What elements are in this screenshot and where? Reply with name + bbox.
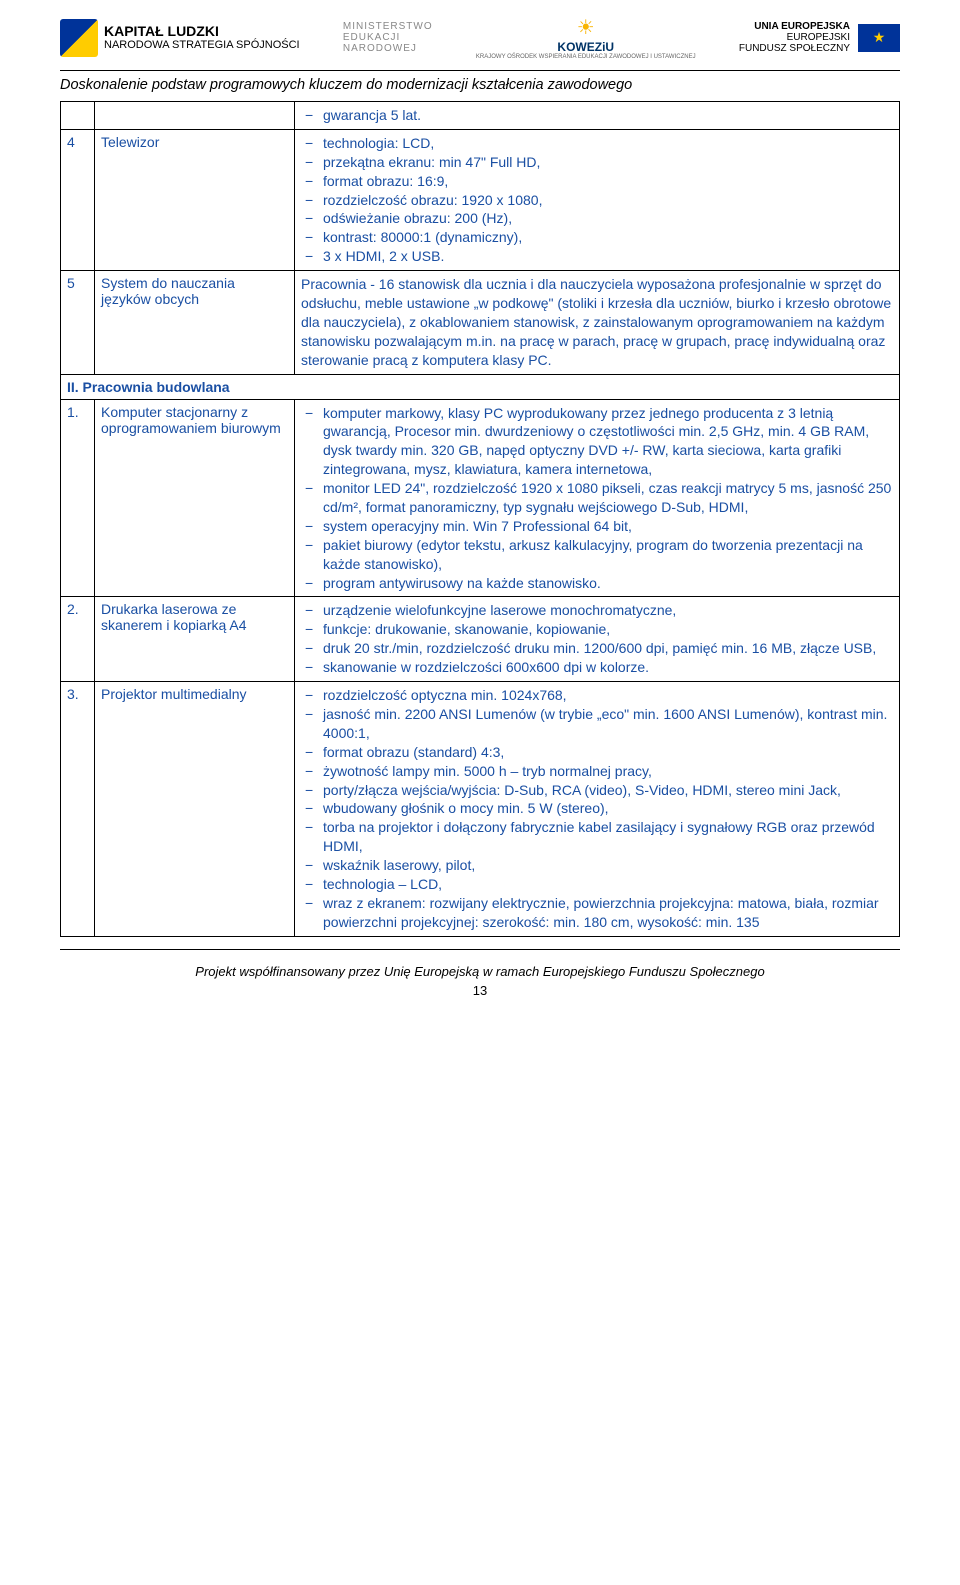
kl-flag-icon — [60, 19, 98, 57]
spec-item: kontrast: 80000:1 (dynamiczny), — [301, 228, 893, 247]
spec-item: jasność min. 2200 ANSI Lumenów (w trybie… — [301, 705, 893, 743]
spec-list: urządzenie wielofunkcyjne laserowe monoc… — [301, 601, 893, 677]
ue-l2: EUROPEJSKI — [787, 32, 850, 43]
table-row: 5 System do nauczania języków obcych Pra… — [61, 271, 900, 374]
cell-name: Projektor multimedialny — [95, 682, 295, 937]
logo-koweziu: ☀ KOWEZiU KRAJOWY OŚRODEK WSPIERANIA EDU… — [476, 15, 696, 60]
logo-ue: UNIA EUROPEJSKA EUROPEJSKI FUNDUSZ SPOŁE… — [739, 21, 900, 54]
spec-item: urządzenie wielofunkcyjne laserowe monoc… — [301, 601, 893, 620]
spec-item: porty/złącza wejścia/wyjścia: D-Sub, RCA… — [301, 781, 893, 800]
table-row: 3. Projektor multimedialny rozdzielczość… — [61, 682, 900, 937]
cell-name: Komputer stacjonarny z oprogramowaniem b… — [95, 399, 295, 597]
spec-item: wskaźnik laserowy, pilot, — [301, 856, 893, 875]
cell-desc: rozdzielczość optyczna min. 1024x768, ja… — [295, 682, 900, 937]
spec-item: technologia – LCD, — [301, 875, 893, 894]
spec-item: torba na projektor i dołączony fabryczni… — [301, 818, 893, 856]
cell-desc: urządzenie wielofunkcyjne laserowe monoc… — [295, 597, 900, 682]
cell-num: 5 — [61, 271, 95, 374]
logo-kapital-ludzki: KAPITAŁ LUDZKI NARODOWA STRATEGIA SPÓJNO… — [60, 19, 300, 57]
men-l1: MINISTERSTWO — [343, 21, 433, 32]
cell-desc: gwarancja 5 lat. — [295, 102, 900, 130]
section-row: II. Pracownia budowlana — [61, 374, 900, 399]
cell-desc: Pracownia - 16 stanowisk dla ucznia i dl… — [295, 271, 900, 374]
table-row: 4 Telewizor technologia: LCD, przekątna … — [61, 129, 900, 270]
cell-desc: komputer markowy, klasy PC wyprodukowany… — [295, 399, 900, 597]
cell-name: Telewizor — [95, 129, 295, 270]
spec-item: wbudowany głośnik o mocy min. 5 W (stere… — [301, 799, 893, 818]
spec-item: technologia: LCD, — [301, 134, 893, 153]
spec-table: gwarancja 5 lat. 4 Telewizor technologia… — [60, 101, 900, 937]
footer-text: Projekt współfinansowany przez Unię Euro… — [60, 950, 900, 983]
cell-name: System do nauczania języków obcych — [95, 271, 295, 374]
ue-l1: UNIA EUROPEJSKA — [754, 21, 850, 32]
ue-text: UNIA EUROPEJSKA EUROPEJSKI FUNDUSZ SPOŁE… — [739, 21, 850, 54]
spec-item: system operacyjny min. Win 7 Professiona… — [301, 517, 893, 536]
cell-desc: technologia: LCD, przekątna ekranu: min … — [295, 129, 900, 270]
cell-num: 2. — [61, 597, 95, 682]
kow-brand: KOWEZiU — [557, 40, 614, 54]
spec-item: gwarancja 5 lat. — [301, 106, 893, 125]
spec-item: żywotność lampy min. 5000 h – tryb norma… — [301, 762, 893, 781]
spec-item: odświeżanie obrazu: 200 (Hz), — [301, 209, 893, 228]
spec-item: komputer markowy, klasy PC wyprodukowany… — [301, 404, 893, 480]
logo-men: MINISTERSTWO EDUKACJI NARODOWEJ — [343, 21, 433, 54]
kl-brand: KAPITAŁ LUDZKI — [104, 23, 219, 39]
section-title: II. Pracownia budowlana — [61, 374, 900, 399]
sun-icon: ☀ — [577, 15, 595, 40]
spec-item: funkcje: drukowanie, skanowanie, kopiowa… — [301, 620, 893, 639]
men-l2: EDUKACJI — [343, 32, 400, 43]
spec-list: komputer markowy, klasy PC wyprodukowany… — [301, 404, 893, 593]
table-row: gwarancja 5 lat. — [61, 102, 900, 130]
spec-item: rozdzielczość obrazu: 1920 x 1080, — [301, 191, 893, 210]
ue-l3: FUNDUSZ SPOŁECZNY — [739, 43, 850, 54]
header-logos: KAPITAŁ LUDZKI NARODOWA STRATEGIA SPÓJNO… — [60, 0, 900, 68]
spec-item: program antywirusowy na każde stanowisko… — [301, 574, 893, 593]
spec-item: format obrazu (standard) 4:3, — [301, 743, 893, 762]
spec-item: wraz z ekranem: rozwijany elektrycznie, … — [301, 894, 893, 932]
table-row: 2. Drukarka laserowa ze skanerem i kopia… — [61, 597, 900, 682]
cell-num: 3. — [61, 682, 95, 937]
cell-num: 1. — [61, 399, 95, 597]
spec-plain: Pracownia - 16 stanowisk dla ucznia i dl… — [301, 275, 893, 369]
spec-item: przekątna ekranu: min 47" Full HD, — [301, 153, 893, 172]
cell-num: 4 — [61, 129, 95, 270]
spec-list: technologia: LCD, przekątna ekranu: min … — [301, 134, 893, 266]
cell-num-empty — [61, 102, 95, 130]
kl-sub: NARODOWA STRATEGIA SPÓJNOŚCI — [104, 39, 300, 51]
kl-text: KAPITAŁ LUDZKI NARODOWA STRATEGIA SPÓJNO… — [104, 24, 300, 51]
page-number: 13 — [60, 983, 900, 1008]
eu-flag-icon: ★ — [858, 24, 900, 52]
spec-item: format obrazu: 16:9, — [301, 172, 893, 191]
spec-list: rozdzielczość optyczna min. 1024x768, ja… — [301, 686, 893, 932]
men-l3: NARODOWEJ — [343, 43, 417, 54]
cell-name: Drukarka laserowa ze skanerem i kopiarką… — [95, 597, 295, 682]
cell-name-empty — [95, 102, 295, 130]
spec-item: rozdzielczość optyczna min. 1024x768, — [301, 686, 893, 705]
spec-item: 3 x HDMI, 2 x USB. — [301, 247, 893, 266]
table-row: 1. Komputer stacjonarny z oprogramowanie… — [61, 399, 900, 597]
kow-sub: KRAJOWY OŚRODEK WSPIERANIA EDUKACJI ZAWO… — [476, 54, 696, 60]
spec-item: monitor LED 24", rozdzielczość 1920 x 10… — [301, 479, 893, 517]
spec-item: druk 20 str./min, rozdzielczość druku mi… — [301, 639, 893, 658]
header-divider — [60, 70, 900, 71]
spec-item: pakiet biurowy (edytor tekstu, arkusz ka… — [301, 536, 893, 574]
page-subtitle: Doskonalenie podstaw programowych klucze… — [60, 73, 900, 101]
spec-item: skanowanie w rozdzielczości 600x600 dpi … — [301, 658, 893, 677]
